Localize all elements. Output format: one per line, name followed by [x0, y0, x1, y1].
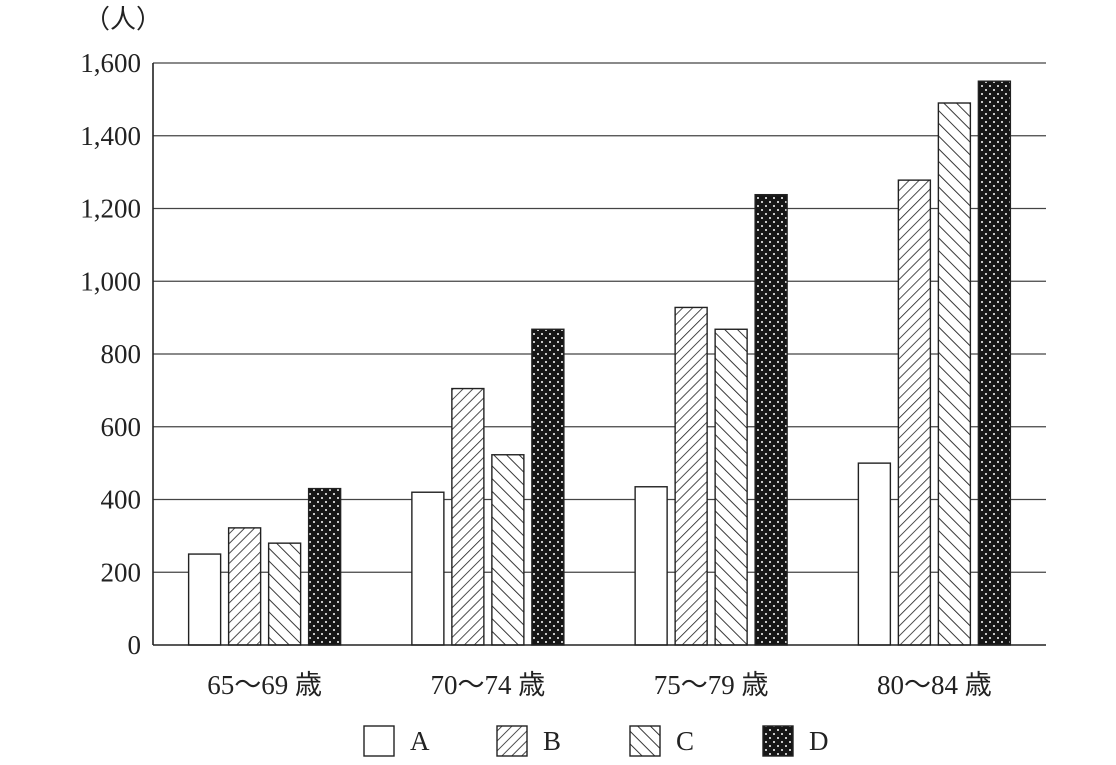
- y-tick-label: 1,000: [80, 266, 141, 296]
- y-tick-label: 600: [101, 412, 142, 442]
- x-category-label: 80〜84 歳: [877, 670, 992, 700]
- x-category-label: 65〜69 歳: [207, 670, 322, 700]
- bar-d-2: [531, 328, 565, 646]
- bar-b-4: [897, 179, 932, 646]
- legend-label-d: D: [809, 726, 829, 756]
- bar-c-4: [937, 102, 972, 646]
- y-tick-label: 1,200: [80, 194, 141, 224]
- x-category-label: 75〜79 歳: [654, 670, 769, 700]
- legend-label-a: A: [410, 726, 430, 756]
- legend-label-b: B: [543, 726, 561, 756]
- legend-label-c: C: [676, 726, 694, 756]
- x-category-label: 70〜74 歳: [431, 670, 546, 700]
- bar-a-3: [634, 486, 668, 646]
- y-tick-label: 1,400: [80, 121, 141, 151]
- bar-d-4: [977, 80, 1012, 646]
- bar-b-2: [451, 387, 485, 646]
- bar-a-4: [857, 462, 892, 646]
- y-tick-label: 0: [128, 630, 142, 660]
- legend-swatch-c: [629, 725, 661, 757]
- legend-swatch-b: [496, 725, 528, 757]
- bar-c-3: [714, 328, 748, 646]
- bar-c-2: [491, 454, 525, 646]
- y-tick-label: 200: [101, 557, 142, 587]
- y-tick-label: 400: [101, 485, 142, 515]
- bar-c-1: [267, 542, 302, 646]
- y-tick-label: 800: [101, 339, 142, 369]
- bar-a-2: [411, 491, 445, 646]
- bar-b-1: [227, 527, 262, 646]
- legend-swatch-d: [762, 725, 794, 757]
- bar-a-1: [187, 553, 222, 646]
- bar-d-3: [754, 193, 788, 646]
- y-unit-label: （人）: [84, 5, 162, 34]
- y-tick-label: 1,600: [80, 48, 141, 78]
- legend-swatch-a: [363, 725, 395, 757]
- bar-d-1: [307, 487, 342, 646]
- bar-b-3: [674, 306, 708, 646]
